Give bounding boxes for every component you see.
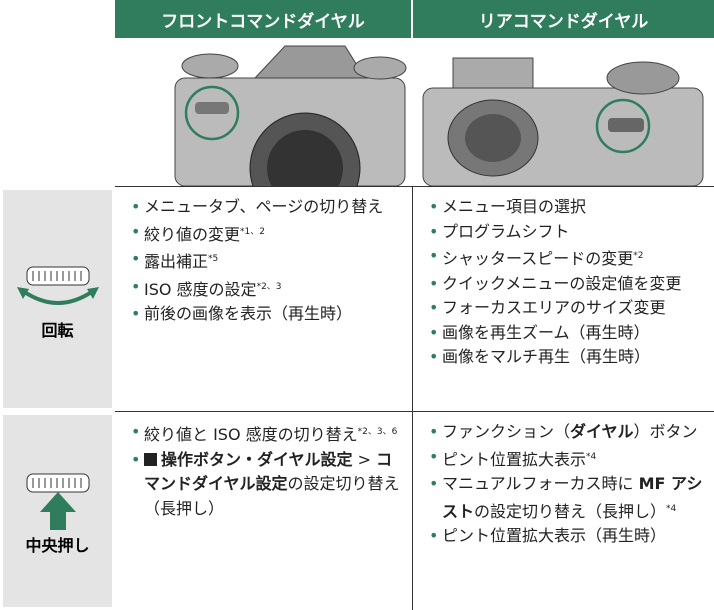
item-text: 画像を再生ズーム（再生時） [442,322,650,342]
rotate-label-cell: 回転 [0,187,115,411]
rear-cell: メニュー項目の選択プログラムシフトシャッタースピードの変更*2クイックメニューの… [413,187,714,411]
list-item: 絞り値と ISO 感度の切り替え*2、3、6 [131,420,404,448]
item-text: ダイヤル [570,422,634,441]
list-item: ファンクション（ダイヤル）ボタン [429,420,706,445]
row-label: 回転 [41,321,74,340]
front-cell: 絞り値と ISO 感度の切り替え*2、3、6操作ボタン・ダイヤル設定 > コマン… [115,412,412,610]
footnote-ref: *5 [208,254,219,264]
footnote-ref: *4 [586,451,597,462]
item-text: 露出補正 [144,252,209,271]
rear-cell: ファンクション（ダイヤル）ボタンピント位置拡大表示*4マニュアルフォーカス時に … [413,412,714,610]
list-item: メニュー項目の選択 [429,195,706,220]
item-text: プログラムシフト [442,221,570,241]
list-item: 露出補正*5 [131,247,404,275]
footnote-ref: *2 [633,251,644,261]
item-text: 絞り値と ISO 感度の切り替え [144,425,358,444]
rotate-icon [16,266,99,305]
footnote-ref: *2、3、6 [357,427,398,437]
push-label-cell: 中央押し [0,412,115,610]
item-text: メニュータブ、ページの切り替え [144,197,384,216]
rear-dial-photo [422,57,704,186]
item-text: MF アシスト [442,474,703,521]
list-item: 画像をマルチ再生（再生時） [429,345,706,370]
item-text: シャッタースピードの変更 [442,249,634,268]
item-text: の設定切り替え（長押し） [144,474,400,518]
list-item: メニュータブ、ページの切り替え [131,195,404,220]
item-text: マニュアルフォーカス時に [442,474,639,493]
item-text: 前後の画像を表示（再生時） [144,304,353,323]
item-text: ピント位置拡大表示 [442,449,587,469]
list-item: クイックメニューの設定値を変更 [429,272,706,297]
front-dial-photo [174,45,407,186]
list-item: ISO 感度の設定*2、3 [131,275,404,303]
footnote-ref: *4 [666,503,677,514]
item-text: ）ボタン [633,422,698,441]
footnote-ref: *1、2 [240,226,265,237]
item-text: ファンクション（ [442,422,571,441]
list-item: フォーカスエリアのサイズ変更 [429,296,706,321]
item-text: 絞り値の変更 [144,224,241,244]
row-label: 中央押し [25,536,90,555]
item-list: 絞り値と ISO 感度の切り替え*2、3、6操作ボタン・ダイヤル設定 > コマン… [131,420,404,521]
item-text: > [352,449,377,469]
item-list: メニュータブ、ページの切り替え絞り値の変更*1、2露出補正*5ISO 感度の設定… [131,195,404,327]
item-text: フォーカスエリアのサイズ変更 [442,298,666,317]
item-text: コマンドダイヤル設定 [144,449,393,494]
list-item: プログラムシフト [429,220,706,245]
item-text: メニュー項目の選択 [442,197,587,216]
list-item: 操作ボタン・ダイヤル設定 > コマンドダイヤル設定の設定切り替え（長押し） [131,448,404,522]
item-text: 画像をマルチ再生（再生時） [442,347,651,366]
list-item: 絞り値の変更*1、2 [131,220,404,248]
item-list: メニュー項目の選択プログラムシフトシャッタースピードの変更*2クイックメニューの… [429,195,706,370]
list-item: 前後の画像を表示（再生時） [131,302,404,327]
front-cell: メニュータブ、ページの切り替え絞り値の変更*1、2露出補正*5ISO 感度の設定… [115,187,412,411]
footnote-ref: *2、3 [256,281,282,292]
item-text: ピント位置拡大表示（再生時） [442,526,667,545]
push-icon [26,473,89,530]
list-item: ピント位置拡大表示*4 [429,445,706,473]
item-text: クイックメニューの設定値を変更 [442,273,682,293]
item-text: 操作ボタン・ダイヤル設定 [161,449,353,469]
item-text: の設定切り替え（長押し） [474,501,667,521]
item-text: ISO 感度の設定 [144,279,257,299]
list-item: ピント位置拡大表示（再生時） [429,524,706,549]
item-list: ファンクション（ダイヤル）ボタンピント位置拡大表示*4マニュアルフォーカス時に … [429,420,706,549]
list-item: マニュアルフォーカス時に MF アシストの設定切り替え（長押し）*4 [429,472,706,524]
header-rear: リアコマンドダイヤル [413,0,714,38]
list-item: 画像を再生ズーム（再生時） [429,321,706,346]
list-item: シャッタースピードの変更*2 [429,244,706,272]
settings-icon [144,452,157,466]
header-front: フロントコマンドダイヤル [115,0,411,38]
